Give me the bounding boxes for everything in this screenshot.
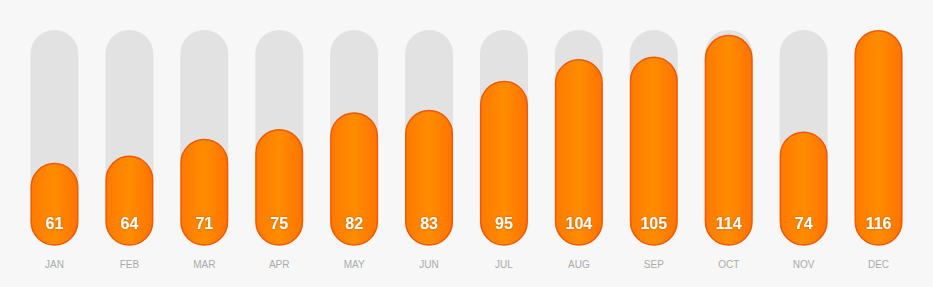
svg-text:82: 82	[345, 215, 363, 232]
svg-text:DEC: DEC	[868, 259, 889, 270]
svg-text:71: 71	[195, 215, 213, 232]
svg-text:105: 105	[640, 215, 667, 232]
svg-text:116: 116	[866, 215, 892, 232]
svg-text:AUG: AUG	[568, 259, 590, 270]
svg-text:SEP: SEP	[644, 259, 664, 270]
svg-text:83: 83	[420, 215, 438, 232]
svg-text:JAN: JAN	[45, 259, 64, 270]
svg-text:104: 104	[566, 215, 593, 232]
svg-text:MAY: MAY	[344, 259, 365, 270]
svg-text:74: 74	[795, 215, 813, 232]
svg-text:OCT: OCT	[718, 259, 739, 270]
svg-text:JUL: JUL	[495, 259, 513, 270]
svg-text:64: 64	[120, 215, 138, 232]
svg-text:MAR: MAR	[193, 259, 215, 270]
svg-text:FEB: FEB	[120, 259, 140, 270]
svg-text:114: 114	[716, 215, 742, 232]
svg-text:NOV: NOV	[793, 259, 815, 270]
svg-text:95: 95	[495, 215, 513, 232]
svg-text:JUN: JUN	[419, 259, 438, 270]
svg-text:75: 75	[270, 215, 288, 232]
svg-text:APR: APR	[269, 259, 290, 270]
svg-text:61: 61	[46, 215, 64, 232]
